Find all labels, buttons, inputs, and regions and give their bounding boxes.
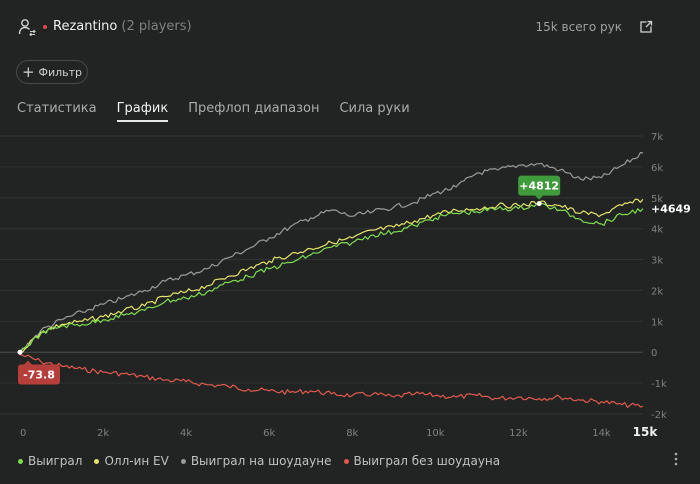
player-title[interactable]: Rezantino (2 players): [53, 19, 192, 34]
more-options-icon[interactable]: [673, 451, 679, 467]
legend-swatch: [94, 458, 100, 464]
legend-item-won[interactable]: Выиграл: [18, 454, 82, 468]
y-tick-label: 2k: [651, 286, 663, 297]
start-point: [17, 349, 23, 355]
y-tick-label: 4k: [651, 225, 663, 236]
filter-label: Фильтр: [38, 65, 83, 79]
legend-item-non-showdown[interactable]: Выиграл без шоудауна: [343, 454, 500, 468]
peak-point: [536, 201, 542, 207]
x-tick-label: 6k: [263, 428, 275, 439]
start-badge: [18, 364, 60, 385]
y-tick-label: 5k: [651, 194, 663, 205]
header-bar: Rezantino (2 players) 15k всего рук: [0, 0, 700, 56]
share-icon[interactable]: [639, 20, 653, 34]
x-tick-label: 4k: [180, 428, 192, 439]
tab-hand-strength[interactable]: Сила руки: [339, 101, 410, 116]
y-tick-label: 7k: [651, 132, 663, 143]
tab-bar: Статистика График Префлоп диапазон Сила …: [17, 101, 410, 122]
player-status-dot: [43, 25, 47, 29]
y-tick-label: 3k: [651, 256, 663, 267]
y-tick-label: 6k: [651, 163, 663, 174]
x-tick-label: 14k: [592, 428, 611, 439]
start-badge-value: -73.8: [23, 369, 55, 382]
start-badge-pointer: [24, 360, 32, 365]
chart-legend: Выиграл Олл-ин EV Выиграл на шоудауне Вы…: [18, 454, 500, 468]
plus-icon: +: [21, 62, 35, 81]
series-line-showdown: [19, 151, 644, 353]
series-line-won: [19, 202, 644, 353]
legend-swatch: [343, 458, 349, 464]
y-tick-label: -2k: [651, 410, 667, 421]
winnings-chart: -2k -1k 0 1k 2k 3k 4k 5k 6k 7k 0 2k 4k 6k 8k 10k 12k 14k 1…: [0, 132, 691, 439]
y-tick-label: 1k: [651, 317, 663, 328]
legend-swatch: [18, 458, 23, 464]
tab-graph[interactable]: График: [116, 101, 168, 122]
peak-badge-value: +4812: [519, 180, 559, 193]
x-tick-label: 0: [20, 428, 26, 439]
end-value-label: +4649: [651, 203, 691, 216]
x-tick-label: 12k: [509, 428, 528, 439]
players-count: (2 players): [121, 19, 192, 34]
player-name: Rezantino: [53, 19, 118, 34]
filter-button[interactable]: + Фильтр: [16, 60, 88, 84]
tab-statistics[interactable]: Статистика: [17, 101, 97, 116]
y-tick-label: -1k: [651, 379, 667, 390]
user-switch-icon[interactable]: [18, 18, 36, 36]
x-tick-label: 8k: [346, 428, 358, 439]
tab-preflop-range[interactable]: Префлоп диапазон: [188, 101, 320, 116]
x-end-label: 15k: [633, 425, 659, 439]
series-line-non_showdown: [19, 353, 644, 408]
x-tick-label: 10k: [426, 428, 445, 439]
legend-item-showdown[interactable]: Выиграл на шоудауне: [180, 454, 332, 468]
x-tick-label: 2k: [97, 428, 109, 439]
peak-badge-pointer: [535, 195, 544, 200]
y-tick-label: 0: [651, 348, 657, 359]
series-line-allin_ev: [19, 198, 644, 353]
peak-badge: [518, 175, 561, 196]
legend-swatch: [180, 458, 186, 464]
hands-total: 15k всего рук: [535, 20, 622, 34]
legend-item-allin-ev[interactable]: Олл-ин EV: [94, 454, 169, 468]
